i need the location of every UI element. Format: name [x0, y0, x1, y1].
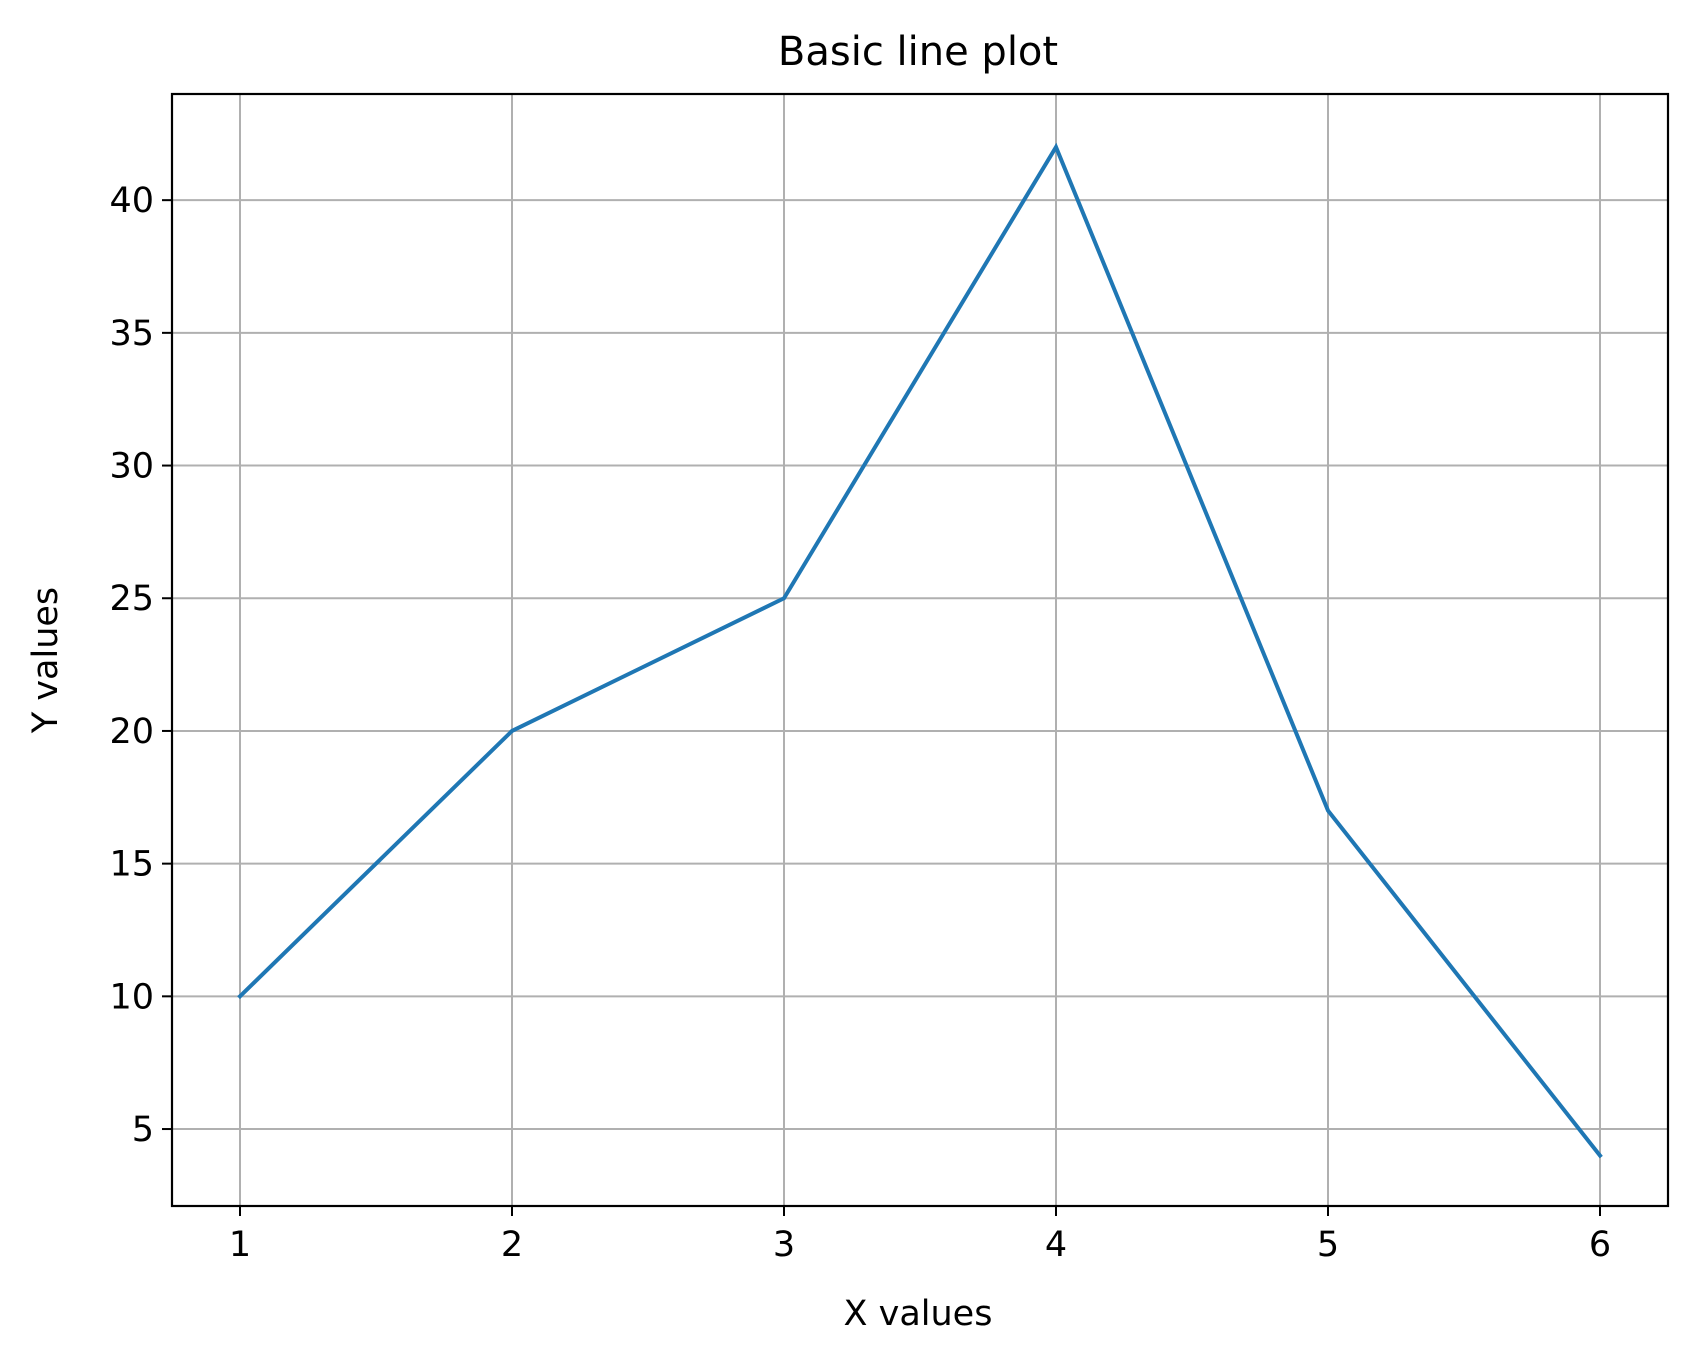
- chart-title: Basic line plot: [778, 29, 1058, 75]
- y-tick-label: 25: [109, 579, 154, 619]
- x-tick-label: 5: [1317, 1225, 1339, 1265]
- series-layer: [237, 142, 1603, 1159]
- y-tick-label: 15: [109, 845, 154, 885]
- x-tick-label: 1: [229, 1225, 251, 1265]
- y-axis-label: Y values: [26, 587, 66, 734]
- x-tick-label: 4: [1045, 1225, 1067, 1265]
- y-tick-label: 20: [109, 712, 154, 752]
- plot-frame: [170, 92, 1670, 1208]
- series-line: [237, 142, 1603, 1159]
- y-tick-label: 10: [109, 977, 154, 1017]
- x-axis-label: X values: [844, 1294, 993, 1334]
- y-tick-label: 30: [109, 447, 154, 487]
- x-tick-label: 3: [773, 1225, 795, 1265]
- y-tick-label: 5: [132, 1110, 154, 1150]
- x-tick-label: 6: [1589, 1225, 1611, 1265]
- tick-layer: 1 2 3 4 5 6 5 10 15 20 25 30 35 40: [109, 181, 1611, 1265]
- y-tick-label: 35: [109, 314, 154, 354]
- y-tick-label: 40: [109, 181, 154, 221]
- grid-layer: [172, 94, 1668, 1206]
- x-tick-label: 2: [501, 1225, 523, 1265]
